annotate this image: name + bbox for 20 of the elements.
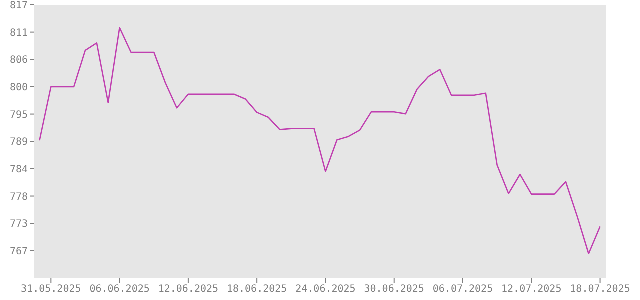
x-tick-label: 18.07.2025 <box>570 284 630 296</box>
y-tick-label: 795 <box>10 110 28 121</box>
line-series <box>39 27 601 255</box>
y-tick-label: 784 <box>10 164 28 176</box>
x-tick-label: 31.05.2025 <box>21 284 82 296</box>
y-tick-label: 817 <box>10 0 28 12</box>
y-tick-label: 789 <box>10 137 28 148</box>
x-tick-label: 12.06.2025 <box>158 284 219 296</box>
y-tick-label: 811 <box>10 28 28 39</box>
x-tick-label: 12.07.2025 <box>502 284 562 296</box>
x-tick-label: 18.06.2025 <box>226 284 288 296</box>
x-tick-label: 06.07.2025 <box>432 284 494 296</box>
y-tick-label: 800 <box>10 82 28 94</box>
x-tick-label: 24.06.2025 <box>296 284 356 296</box>
x-tick-label: 30.06.2025 <box>364 284 424 296</box>
y-tick-label: 767 <box>10 246 28 258</box>
y-tick-label: 778 <box>10 192 28 203</box>
x-tick-label: 06.06.2025 <box>90 284 150 296</box>
y-tick-label: 773 <box>10 219 28 230</box>
y-tick-label: 806 <box>10 55 28 66</box>
